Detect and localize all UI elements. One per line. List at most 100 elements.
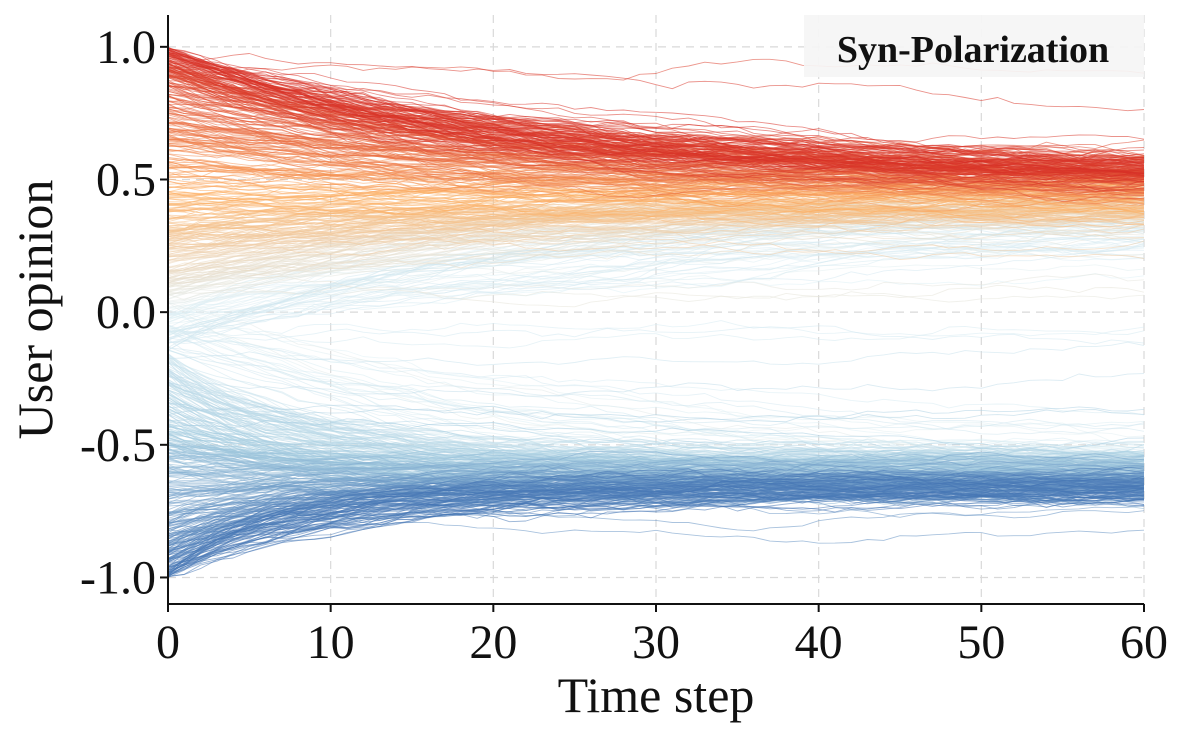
opinion-trajectory	[167, 249, 1145, 334]
opinion-trajectory	[167, 47, 1145, 177]
opinion-trajectory	[167, 341, 1145, 366]
opinion-trajectory	[167, 483, 1145, 578]
opinion-trajectory	[167, 47, 1145, 166]
opinion-trajectory	[167, 231, 1145, 341]
opinion-trajectory	[167, 457, 1145, 486]
x-axis-title: Time step	[558, 667, 755, 723]
opinion-trajectory	[167, 47, 1145, 163]
opinion-trajectory	[167, 138, 1145, 205]
opinion-trajectory	[167, 476, 1145, 576]
opinion-trajectory	[167, 104, 1145, 191]
opinion-trajectory	[167, 488, 1145, 576]
trajectory-series	[167, 46, 1145, 578]
opinion-trajectory	[167, 205, 1145, 224]
opinion-trajectory	[167, 183, 1145, 217]
x-tick-label: 60	[1120, 616, 1168, 669]
opinion-trajectory	[167, 177, 1145, 204]
opinion-trajectory	[167, 404, 1145, 423]
opinion-trajectory	[167, 454, 1145, 472]
opinion-trajectory	[167, 337, 1145, 430]
y-tick-label: 1.0	[96, 21, 156, 74]
opinion-trajectory	[167, 346, 1145, 435]
opinion-trajectory	[167, 232, 1145, 287]
opinion-trajectory	[167, 51, 1145, 175]
opinion-trajectory	[167, 349, 1145, 430]
opinion-trajectory	[167, 468, 1145, 574]
opinion-trajectory	[167, 320, 1145, 337]
opinion-trajectory	[167, 496, 1145, 573]
opinion-trajectory	[167, 46, 1145, 174]
opinion-trajectory	[167, 209, 1145, 237]
y-tick-label: 0.5	[96, 153, 156, 206]
title-badge: Syn-Polarization	[804, 15, 1144, 77]
y-tick-label: 0.0	[96, 286, 156, 339]
title-badge-background	[804, 15, 1144, 77]
opinion-trajectory	[167, 51, 1145, 160]
opinion-trajectory	[167, 122, 1145, 197]
y-tick-label: -1.0	[80, 551, 156, 604]
opinion-trajectory	[167, 329, 1145, 416]
opinion-trajectory	[167, 53, 1145, 163]
opinion-trajectory	[167, 275, 1145, 308]
opinion-trajectory	[167, 208, 1145, 240]
opinion-trajectory	[167, 475, 1145, 562]
opinion-trajectory	[167, 230, 1145, 351]
opinion-trajectory	[167, 479, 1145, 578]
opinion-trajectory	[167, 85, 1145, 203]
opinion-trajectory	[167, 58, 1145, 156]
opinion-trajectory	[167, 496, 1145, 578]
opinion-trajectory	[167, 464, 1145, 532]
opinion-trajectory	[167, 56, 1145, 178]
opinion-trajectory	[167, 58, 1145, 188]
opinion-trajectory	[167, 47, 1145, 174]
opinion-trajectory	[167, 50, 1145, 157]
opinion-trajectory	[167, 330, 1145, 447]
opinion-trajectory	[167, 91, 1145, 188]
opinion-trajectory	[167, 481, 1145, 568]
opinion-trajectory	[167, 240, 1145, 333]
opinion-trajectory	[167, 418, 1145, 451]
opinion-trajectory	[167, 227, 1145, 333]
opinion-trajectory	[167, 426, 1145, 471]
x-tick-label: 40	[795, 616, 843, 669]
opinion-trajectory	[167, 221, 1145, 344]
opinion-trajectory	[167, 73, 1145, 194]
opinion-trajectory	[167, 247, 1145, 323]
opinion-trajectory	[167, 475, 1145, 554]
y-axis-ticks: 1.0 0.5 0.0 -0.5 -1.0	[80, 21, 168, 604]
opinion-trajectory	[167, 67, 1145, 184]
opinion-trajectory	[167, 402, 1145, 461]
opinion-trajectory	[167, 53, 1145, 112]
chart-title: Syn-Polarization	[837, 29, 1109, 71]
opinion-trajectory	[167, 373, 1145, 397]
opinion-trajectory	[167, 454, 1144, 477]
x-tick-label: 50	[957, 616, 1005, 669]
opinion-trajectory	[167, 403, 1145, 454]
opinion-trajectory	[167, 249, 1145, 339]
opinion-trajectory	[167, 238, 1145, 261]
opinion-trajectory	[167, 219, 1145, 279]
opinion-trajectory	[167, 444, 1145, 466]
opinion-trajectory	[167, 190, 1145, 219]
x-tick-label: 10	[307, 616, 355, 669]
x-axis-ticks: 0 10 20 30 40 50 60	[156, 604, 1168, 669]
opinion-trajectory	[167, 210, 1145, 261]
opinion-trajectory	[167, 286, 1145, 303]
opinion-trajectory	[167, 132, 1145, 197]
opinion-trajectory	[167, 475, 1145, 555]
opinion-trajectory	[167, 190, 1145, 213]
opinion-trajectory	[167, 51, 1145, 184]
x-tick-label: 20	[469, 616, 517, 669]
opinion-trajectory	[167, 325, 1145, 345]
y-axis-title: User opinion	[7, 180, 63, 440]
x-tick-label: 0	[156, 616, 180, 669]
opinion-trajectory	[167, 237, 1145, 343]
opinion-trajectory	[167, 158, 1145, 196]
opinion-trajectory	[167, 325, 1145, 349]
opinion-trajectory	[167, 62, 1145, 170]
opinion-trajectory	[167, 229, 1145, 344]
opinion-trajectory	[167, 480, 1145, 571]
opinion-trajectory	[167, 224, 1145, 274]
opinion-trajectory	[167, 493, 1145, 565]
